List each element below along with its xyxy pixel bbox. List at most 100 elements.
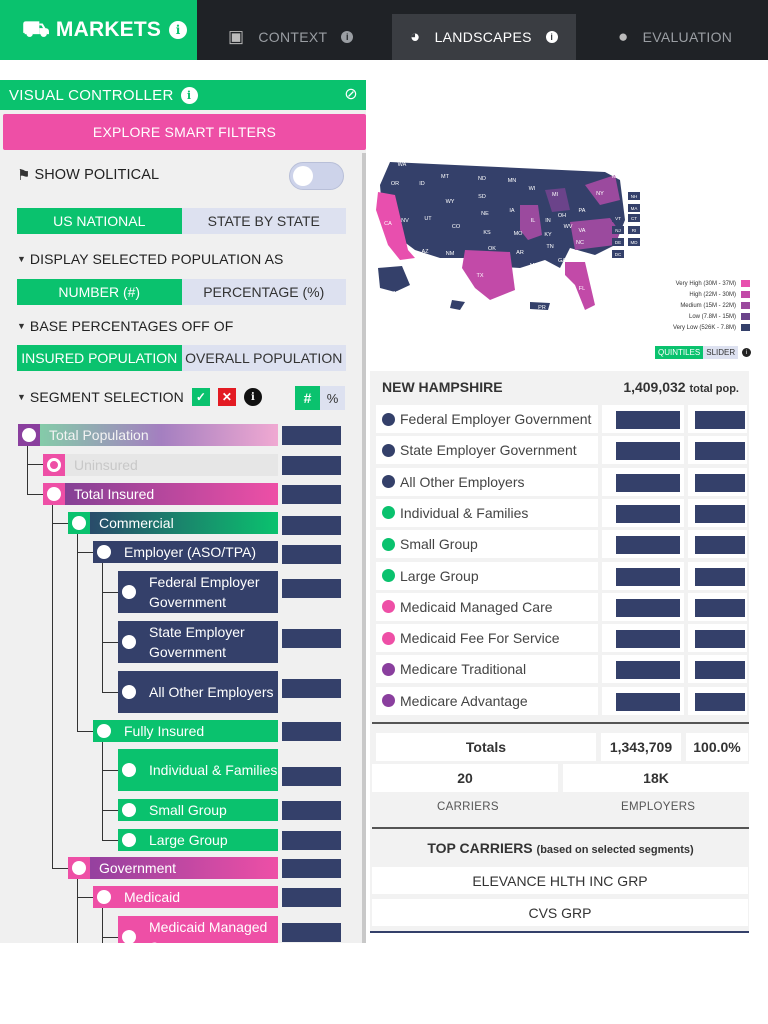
toggle-knob[interactable]: [122, 635, 136, 649]
hash-button[interactable]: #: [295, 386, 320, 410]
brand-label: MARKETS: [55, 18, 162, 41]
segment-total-insured[interactable]: Total Insured: [43, 483, 278, 505]
info-icon[interactable]: i: [180, 86, 198, 104]
segment-value: [282, 426, 341, 445]
segment-commercial[interactable]: Commercial: [68, 512, 278, 534]
segment-value: [282, 485, 341, 504]
toggle-knob[interactable]: [72, 861, 86, 875]
segment-row-name: Medicaid Fee For Service: [376, 624, 598, 653]
check-icon[interactable]: ✓: [191, 388, 210, 406]
number-button[interactable]: NUMBER (#): [17, 279, 182, 305]
state-label: HI: [455, 311, 461, 317]
segment-uninsured[interactable]: Uninsured: [43, 454, 278, 476]
segment-row-label: All Other Employers: [400, 473, 525, 490]
toggle-knob[interactable]: [122, 585, 136, 599]
info-icon[interactable]: i: [742, 348, 752, 357]
segment-small-group[interactable]: Small Group: [118, 799, 278, 821]
segment-employer[interactable]: Employer (ASO/TPA): [93, 541, 278, 563]
base-toggle: INSURED POPULATION OVERALL POPULATION: [17, 345, 346, 371]
show-political-toggle[interactable]: [289, 162, 344, 190]
segment-row-label: Small Group: [400, 536, 478, 553]
toggle-knob[interactable]: [122, 763, 136, 777]
toggle-knob[interactable]: [122, 833, 136, 847]
state-label: ID: [419, 181, 425, 187]
flag-icon: ⚑: [17, 167, 31, 184]
info-icon[interactable]: i: [243, 388, 262, 406]
close-icon[interactable]: ✕: [217, 388, 236, 406]
us-national-button[interactable]: US NATIONAL: [17, 208, 182, 234]
divider: [372, 827, 749, 829]
base-header[interactable]: ▼ BASE PERCENTAGES OFF OF: [17, 318, 233, 334]
info-icon[interactable]: i: [169, 21, 188, 39]
info-icon[interactable]: i: [545, 31, 558, 43]
state-label: MA: [631, 206, 638, 211]
segment-count-bar: [616, 442, 680, 461]
info-icon[interactable]: i: [341, 31, 354, 43]
employers-count: 18K: [563, 764, 749, 792]
segment-row-name: Medicare Advantage: [376, 686, 598, 715]
scrollbar[interactable]: [362, 153, 366, 943]
segment-row-name: Individual & Families: [376, 498, 598, 527]
state-label: NE: [481, 211, 489, 217]
percentage-button[interactable]: PERCENTAGE (%): [181, 279, 346, 305]
segment-percent-bar: [695, 473, 745, 492]
explore-smart-filters-button[interactable]: EXPLORE SMART FILTERS: [3, 114, 366, 150]
legend-item: Medium (15M - 22M): [640, 300, 750, 311]
totals-label: Totals: [376, 733, 596, 761]
state-by-state-button[interactable]: STATE BY STATE: [181, 208, 346, 234]
state-label: OH: [558, 213, 566, 219]
state-label: PR: [538, 305, 546, 311]
quintiles-button[interactable]: QUINTILES: [655, 346, 704, 359]
totals-percent: 100.0%: [686, 733, 748, 761]
toggle-knob[interactable]: [97, 890, 111, 904]
percent-button[interactable]: %: [320, 386, 345, 410]
state-label: AZ: [421, 249, 429, 255]
eye-slash-icon[interactable]: ⊘: [344, 86, 358, 103]
tab-landscapes[interactable]: ◕ LANDSCAPES i: [392, 14, 576, 60]
state-label: MT: [441, 174, 450, 180]
segment-header[interactable]: ▼ SEGMENT SELECTION ✓ ✕ i: [17, 388, 262, 406]
state-label: VA: [579, 228, 586, 234]
segment-row-label: Federal Employer Government: [400, 411, 592, 427]
state-label: CO: [452, 224, 461, 230]
toggle-knob[interactable]: [122, 685, 136, 699]
segment-label: Federal Employer Government: [149, 574, 260, 610]
toggle-knob[interactable]: [122, 930, 136, 943]
book-icon: ▣: [228, 27, 245, 46]
display-header[interactable]: ▼ DISPLAY SELECTED POPULATION AS: [17, 251, 283, 267]
tab-context[interactable]: ▣ CONTEXT i: [228, 14, 354, 60]
segment-fully-insured[interactable]: Fully Insured: [93, 720, 278, 742]
overall-population-button[interactable]: OVERALL POPULATION: [181, 345, 346, 371]
us-choropleth-map[interactable]: WA MT ND MN OR ID WY SD WI MI NV UT CO N…: [370, 150, 750, 320]
segment-row: Small Group: [376, 530, 747, 559]
insured-population-button[interactable]: INSURED POPULATION: [17, 345, 182, 371]
segment-government[interactable]: Government: [68, 857, 278, 879]
carrier-item[interactable]: ELEVANCE HLTH INC GRP: [372, 867, 748, 894]
segment-medicaid-managed-care[interactable]: Medicaid Managed C...: [118, 916, 278, 943]
segment-value: [282, 456, 341, 475]
tab-evaluation[interactable]: ● EVALUATION: [618, 14, 732, 60]
segment-large-group[interactable]: Large Group: [118, 829, 278, 851]
toggle-knob[interactable]: [47, 487, 61, 501]
slider-button[interactable]: SLIDER: [703, 346, 739, 359]
legend-label: Medium (15M - 22M): [680, 302, 736, 309]
segment-dot: [382, 569, 395, 582]
segment-total-population[interactable]: Total Population: [18, 424, 278, 446]
segment-label: Employer (ASO/TPA): [124, 544, 256, 560]
segment-value: [282, 579, 341, 598]
toggle-knob[interactable]: [72, 516, 86, 530]
segment-state-employer[interactable]: State Employer Government: [118, 621, 278, 663]
segment-federal-employer[interactable]: Federal Employer Government: [118, 571, 278, 613]
toggle-knob[interactable]: [22, 428, 36, 442]
toggle-knob[interactable]: [97, 545, 111, 559]
toggle-knob[interactable]: [97, 724, 111, 738]
segment-medicaid[interactable]: Medicaid: [93, 886, 278, 908]
segment-individual-families[interactable]: Individual & Families: [118, 749, 278, 791]
segment-row: Medicaid Managed Care: [376, 592, 747, 621]
toggle-knob[interactable]: [47, 458, 61, 472]
segment-percent-bar: [695, 692, 745, 711]
markets-brand[interactable]: ⛟ MARKETS i: [0, 0, 197, 60]
segment-all-other-employers[interactable]: All Other Employers: [118, 671, 278, 713]
toggle-knob[interactable]: [122, 803, 136, 817]
carrier-item[interactable]: CVS GRP: [372, 899, 748, 926]
